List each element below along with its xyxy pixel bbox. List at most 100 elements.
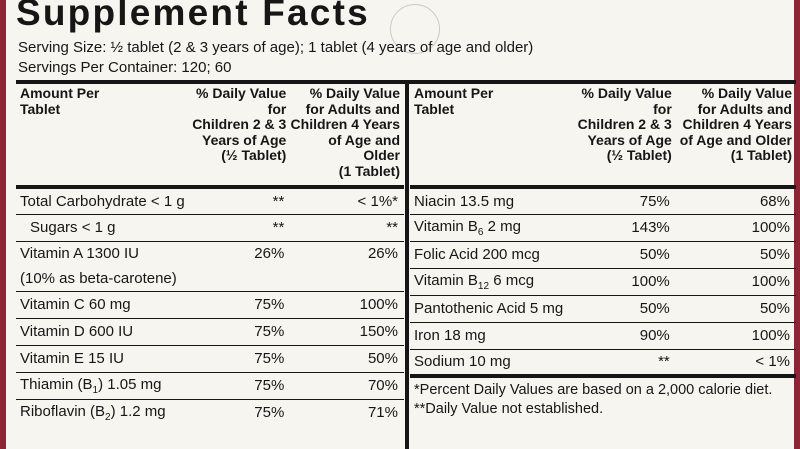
- header-line: % Daily Value for: [196, 85, 287, 117]
- header-line: Years of Age: [202, 131, 287, 148]
- name-subscript: 1: [92, 384, 99, 396]
- nutrient-name: Folic Acid 200 mcg: [414, 246, 540, 263]
- table-row: Vitamin B12 6 mcg 100% 100%: [410, 268, 796, 295]
- nutrient-name: Vitamin C 60 mg: [20, 296, 131, 313]
- nutrient-name: Vitamin D 600 IU: [20, 323, 134, 340]
- header-line: (1 Tablet): [730, 147, 792, 163]
- table-row: Vitamin B6 2 mg 143% 100%: [410, 214, 796, 241]
- left-facts-table: Amount Per Tablet % Daily Value for Chil…: [16, 84, 404, 426]
- nutrient-note: (10% as beta-carotene): [20, 269, 177, 287]
- table-row: Folic Acid 200 mcg 50% 50%: [410, 241, 796, 268]
- table-row: Thiamin (B1) 1.05 mg 75% 70%: [16, 372, 404, 399]
- nutrient-name: Thiamin (B1) 1.05 mg: [16, 372, 185, 399]
- name-part: 6 mcg: [489, 271, 535, 289]
- child-dv: 75%: [254, 377, 285, 394]
- child-dv: 75%: [639, 192, 670, 210]
- servings-per-container: Servings Per Container: 120; 60: [18, 59, 232, 76]
- adult-dv: 100%: [751, 273, 790, 290]
- name-part: Thiamin (B: [20, 375, 93, 393]
- header-amount: Amount Per Tablet: [410, 84, 563, 187]
- column-divider: [405, 80, 409, 449]
- footnotes: *Percent Daily Values are based on a 2,0…: [410, 378, 796, 419]
- header-line: Children 2 & 3: [577, 116, 672, 132]
- header-line: Children 2 & 3: [192, 116, 287, 132]
- name-part: ) 1.05 mg: [98, 375, 162, 393]
- header-adult-dv: % Daily Value for Adults and Children 4 …: [676, 84, 796, 187]
- header-line: Children 4 Years: [290, 116, 400, 132]
- name-subscript: 2: [105, 411, 111, 423]
- name-part: Riboflavin (B: [20, 402, 106, 420]
- header-line: Children 4 Years: [682, 116, 792, 132]
- adult-dv: [290, 266, 404, 291]
- nutrient-name: Vitamin A 1300 IU: [20, 245, 139, 263]
- table-row: Vitamin C 60 mg 75% 100%: [16, 291, 404, 318]
- adult-dv: < 1%*: [357, 192, 398, 210]
- adult-dv: 100%: [359, 296, 398, 313]
- name-part: 2 mg: [483, 217, 521, 235]
- nutrient-name: Vitamin B12 6 mcg: [410, 268, 563, 295]
- adult-dv: 50%: [759, 246, 790, 263]
- header-line: of Age and Older: [679, 131, 792, 148]
- left-facts-column: Amount Per Tablet % Daily Value for Chil…: [16, 84, 404, 449]
- right-facts-table: Amount Per Tablet % Daily Value for Chil…: [410, 84, 796, 378]
- child-dv: 75%: [254, 350, 285, 367]
- adult-dv: 70%: [367, 377, 398, 394]
- nutrient-name: Vitamin E 15 IU: [20, 350, 124, 367]
- child-dv: 100%: [631, 273, 670, 290]
- header-line: Tablet: [20, 100, 61, 117]
- nutrient-name: Pantothenic Acid 5 mg: [414, 300, 564, 317]
- table-header: Amount Per Tablet % Daily Value for Chil…: [410, 84, 796, 187]
- adult-dv: 50%: [367, 350, 398, 367]
- header-child-dv: % Daily Value for Children 2 & 3 Years o…: [563, 84, 676, 187]
- header-line: (½ Tablet): [606, 147, 672, 163]
- table-row: Riboflavin (B2) 1.2 mg 75% 71%: [16, 399, 404, 426]
- name-part: Vitamin B: [414, 217, 478, 235]
- table-row: Total Carbohydrate < 1 g ** < 1%*: [16, 187, 404, 214]
- child-dv: 143%: [631, 219, 670, 236]
- name-part: Vitamin B: [414, 271, 478, 289]
- adult-dv: **: [386, 219, 398, 236]
- child-dv: 75%: [254, 296, 285, 313]
- header-line: for Adults and: [697, 100, 792, 117]
- adult-dv: 50%: [759, 300, 790, 317]
- stamp-mark: [390, 4, 440, 54]
- child-dv: 75%: [254, 323, 285, 340]
- adult-dv: 71%: [367, 404, 398, 422]
- table-row: (10% as beta-carotene): [16, 266, 404, 291]
- child-dv: [185, 266, 291, 291]
- header-line: Years of Age: [587, 131, 672, 148]
- table-header: Amount Per Tablet % Daily Value for Chil…: [16, 84, 404, 187]
- table-row: Sodium 10 mg ** < 1%: [410, 349, 796, 376]
- name-subscript: 6: [477, 226, 484, 238]
- table-row: Vitamin E 15 IU 75% 50%: [16, 345, 404, 372]
- header-line: % Daily Value for: [581, 85, 672, 117]
- adult-dv: 150%: [359, 323, 398, 340]
- header-adult-dv: % Daily Value for Adults and Children 4 …: [290, 84, 404, 187]
- header-line: for Adults and: [305, 100, 400, 117]
- child-dv: 75%: [254, 404, 285, 422]
- header-line: Tablet: [414, 100, 455, 117]
- table-row: Niacin 13.5 mg 75% 68%: [410, 187, 796, 214]
- nutrient-name: Vitamin B6 2 mg: [410, 214, 563, 241]
- serving-size: Serving Size: ½ tablet (2 & 3 years of a…: [18, 39, 534, 56]
- header-line: % Daily Value: [309, 85, 400, 101]
- child-dv: 50%: [639, 246, 670, 263]
- header-line: % Daily Value: [701, 85, 792, 101]
- footnote-percent-dv: *Percent Daily Values are based on a 2,0…: [414, 382, 773, 398]
- table-row: Iron 18 mg 90% 100%: [410, 322, 796, 349]
- table-row: Pantothenic Acid 5 mg 50% 50%: [410, 295, 796, 322]
- page-title: Supplement Facts: [16, 0, 370, 33]
- header-line: (½ Tablet): [221, 147, 287, 163]
- table-row: Sugars < 1 g ** **: [16, 214, 404, 241]
- child-dv: **: [272, 192, 285, 210]
- child-dv: 90%: [639, 327, 670, 344]
- header-amount: Amount Per Tablet: [16, 84, 185, 187]
- child-dv: **: [272, 219, 285, 236]
- nutrient-name: Riboflavin (B2) 1.2 mg: [16, 399, 185, 426]
- adult-dv: 26%: [367, 245, 398, 263]
- nutrient-name: Sugars < 1 g: [30, 219, 116, 236]
- child-dv: 26%: [254, 245, 285, 263]
- nutrient-name: Total Carbohydrate < 1 g: [20, 192, 185, 210]
- adult-dv: 100%: [751, 219, 790, 236]
- table-row: Vitamin D 600 IU 75% 150%: [16, 318, 404, 345]
